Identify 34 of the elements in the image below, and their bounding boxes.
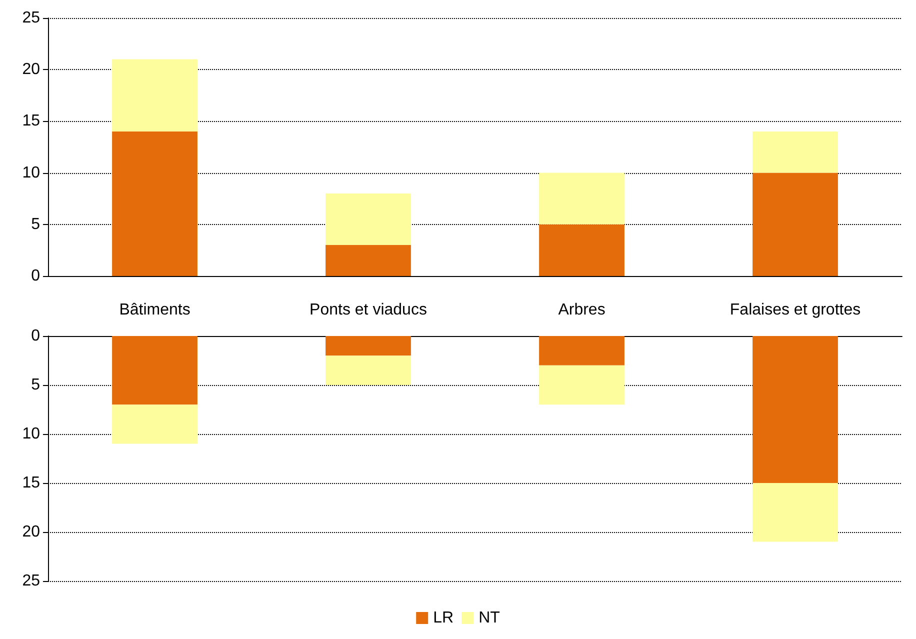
legend-label: LR — [433, 610, 454, 626]
bar — [539, 365, 624, 405]
y-tick-label: 10 — [22, 164, 40, 182]
bar — [112, 336, 198, 405]
y-tick-label: 15 — [22, 112, 40, 130]
bar — [326, 356, 411, 385]
y-tick-label: 5 — [31, 216, 40, 233]
x-tick-label: Falaises et grottes — [730, 302, 861, 318]
x-tick-label: Bâtiments — [119, 302, 190, 318]
bar — [326, 193, 411, 246]
bar — [112, 404, 198, 444]
bar — [539, 336, 624, 366]
bar — [539, 224, 624, 276]
bar — [539, 172, 624, 224]
y-tick-label: 20 — [22, 524, 40, 540]
bar — [752, 172, 838, 276]
bar — [326, 336, 411, 356]
y-tick-label: 25 — [22, 10, 40, 26]
legend-label: NT — [478, 610, 500, 626]
bar — [752, 483, 838, 542]
y-tick-label: 5 — [31, 376, 40, 394]
y-tick-label: 15 — [22, 474, 40, 492]
bar — [112, 132, 198, 276]
bar — [752, 132, 838, 173]
bar — [752, 336, 838, 483]
bar — [326, 245, 411, 276]
bar — [112, 59, 198, 132]
y-tick-label: 0 — [31, 328, 40, 344]
y-tick-label: 20 — [22, 61, 40, 78]
x-tick-label: Ponts et viaducs — [310, 302, 427, 318]
y-tick-label: 25 — [22, 572, 40, 590]
x-tick-label: Arbres — [558, 302, 606, 318]
y-tick-label: 0 — [31, 268, 40, 284]
y-tick-label: 10 — [22, 426, 40, 442]
